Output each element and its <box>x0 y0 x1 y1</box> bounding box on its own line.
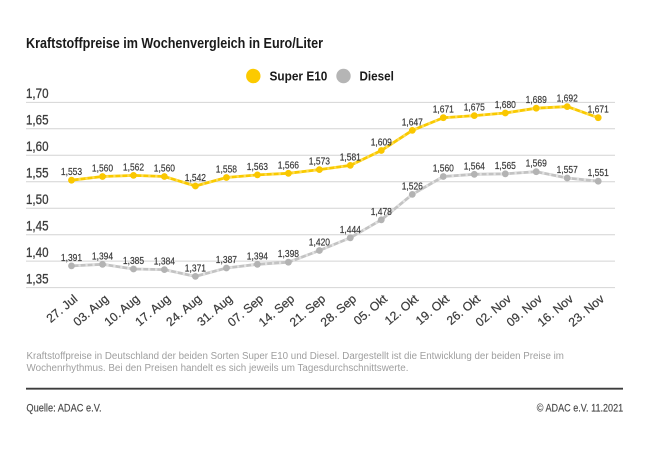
svg-text:1,560: 1,560 <box>154 164 175 175</box>
svg-text:1,60: 1,60 <box>26 139 49 154</box>
svg-text:1,675: 1,675 <box>464 103 485 114</box>
svg-text:1,565: 1,565 <box>495 161 516 172</box>
svg-text:1,420: 1,420 <box>309 238 330 249</box>
svg-text:1,444: 1,444 <box>340 225 361 236</box>
svg-text:1,384: 1,384 <box>154 257 175 268</box>
svg-text:1,371: 1,371 <box>185 263 206 274</box>
svg-text:1,526: 1,526 <box>402 181 423 192</box>
svg-text:1,542: 1,542 <box>185 173 206 184</box>
svg-text:1,609: 1,609 <box>371 138 392 149</box>
svg-text:1,581: 1,581 <box>340 152 361 163</box>
svg-text:Kraftstoffpreise im Wochenverg: Kraftstoffpreise im Wochenvergleich in E… <box>26 35 323 52</box>
svg-text:1,35: 1,35 <box>26 271 49 286</box>
svg-text:1,65: 1,65 <box>26 113 49 128</box>
svg-text:1,573: 1,573 <box>309 157 330 168</box>
svg-text:1,564: 1,564 <box>464 161 485 172</box>
svg-text:1,70: 1,70 <box>26 86 49 101</box>
svg-text:1,394: 1,394 <box>92 251 113 262</box>
svg-text:1,671: 1,671 <box>588 105 609 116</box>
svg-text:1,562: 1,562 <box>123 162 144 173</box>
svg-text:1,40: 1,40 <box>26 245 49 260</box>
svg-text:1,398: 1,398 <box>278 249 299 260</box>
svg-text:1,553: 1,553 <box>61 167 82 178</box>
svg-text:1,385: 1,385 <box>123 256 144 267</box>
svg-text:1,50: 1,50 <box>26 192 49 207</box>
svg-text:Quelle: ADAC e.V.: Quelle: ADAC e.V. <box>26 402 101 414</box>
svg-text:1,689: 1,689 <box>526 95 547 106</box>
svg-text:1,560: 1,560 <box>433 164 454 175</box>
svg-text:1,478: 1,478 <box>371 207 392 218</box>
svg-text:1,45: 1,45 <box>26 219 49 234</box>
svg-text:1,680: 1,680 <box>495 100 516 111</box>
svg-text:Wochenrhythmus. Bei den Preise: Wochenrhythmus. Bei den Preisen handelt … <box>27 363 409 374</box>
svg-text:1,563: 1,563 <box>247 162 268 173</box>
svg-text:1,671: 1,671 <box>433 105 454 116</box>
svg-text:1,647: 1,647 <box>402 117 423 128</box>
svg-text:1,551: 1,551 <box>588 168 609 179</box>
svg-text:1,692: 1,692 <box>557 94 578 105</box>
svg-text:Diesel: Diesel <box>360 68 394 83</box>
svg-text:Super E10: Super E10 <box>270 68 328 83</box>
svg-text:1,566: 1,566 <box>278 160 299 171</box>
svg-text:1,394: 1,394 <box>247 251 268 262</box>
svg-text:1,558: 1,558 <box>216 165 237 176</box>
svg-text:1,557: 1,557 <box>557 165 578 176</box>
svg-text:1,569: 1,569 <box>526 159 547 170</box>
svg-text:1,391: 1,391 <box>61 253 82 264</box>
svg-text:1,387: 1,387 <box>216 255 237 266</box>
svg-text:1,560: 1,560 <box>92 164 113 175</box>
svg-text:Kraftstoffpreise in Deutschlan: Kraftstoffpreise in Deutschland der beid… <box>27 351 564 362</box>
svg-text:© ADAC e.V. 11.2021: © ADAC e.V. 11.2021 <box>537 402 623 414</box>
svg-text:1,55: 1,55 <box>26 166 49 181</box>
